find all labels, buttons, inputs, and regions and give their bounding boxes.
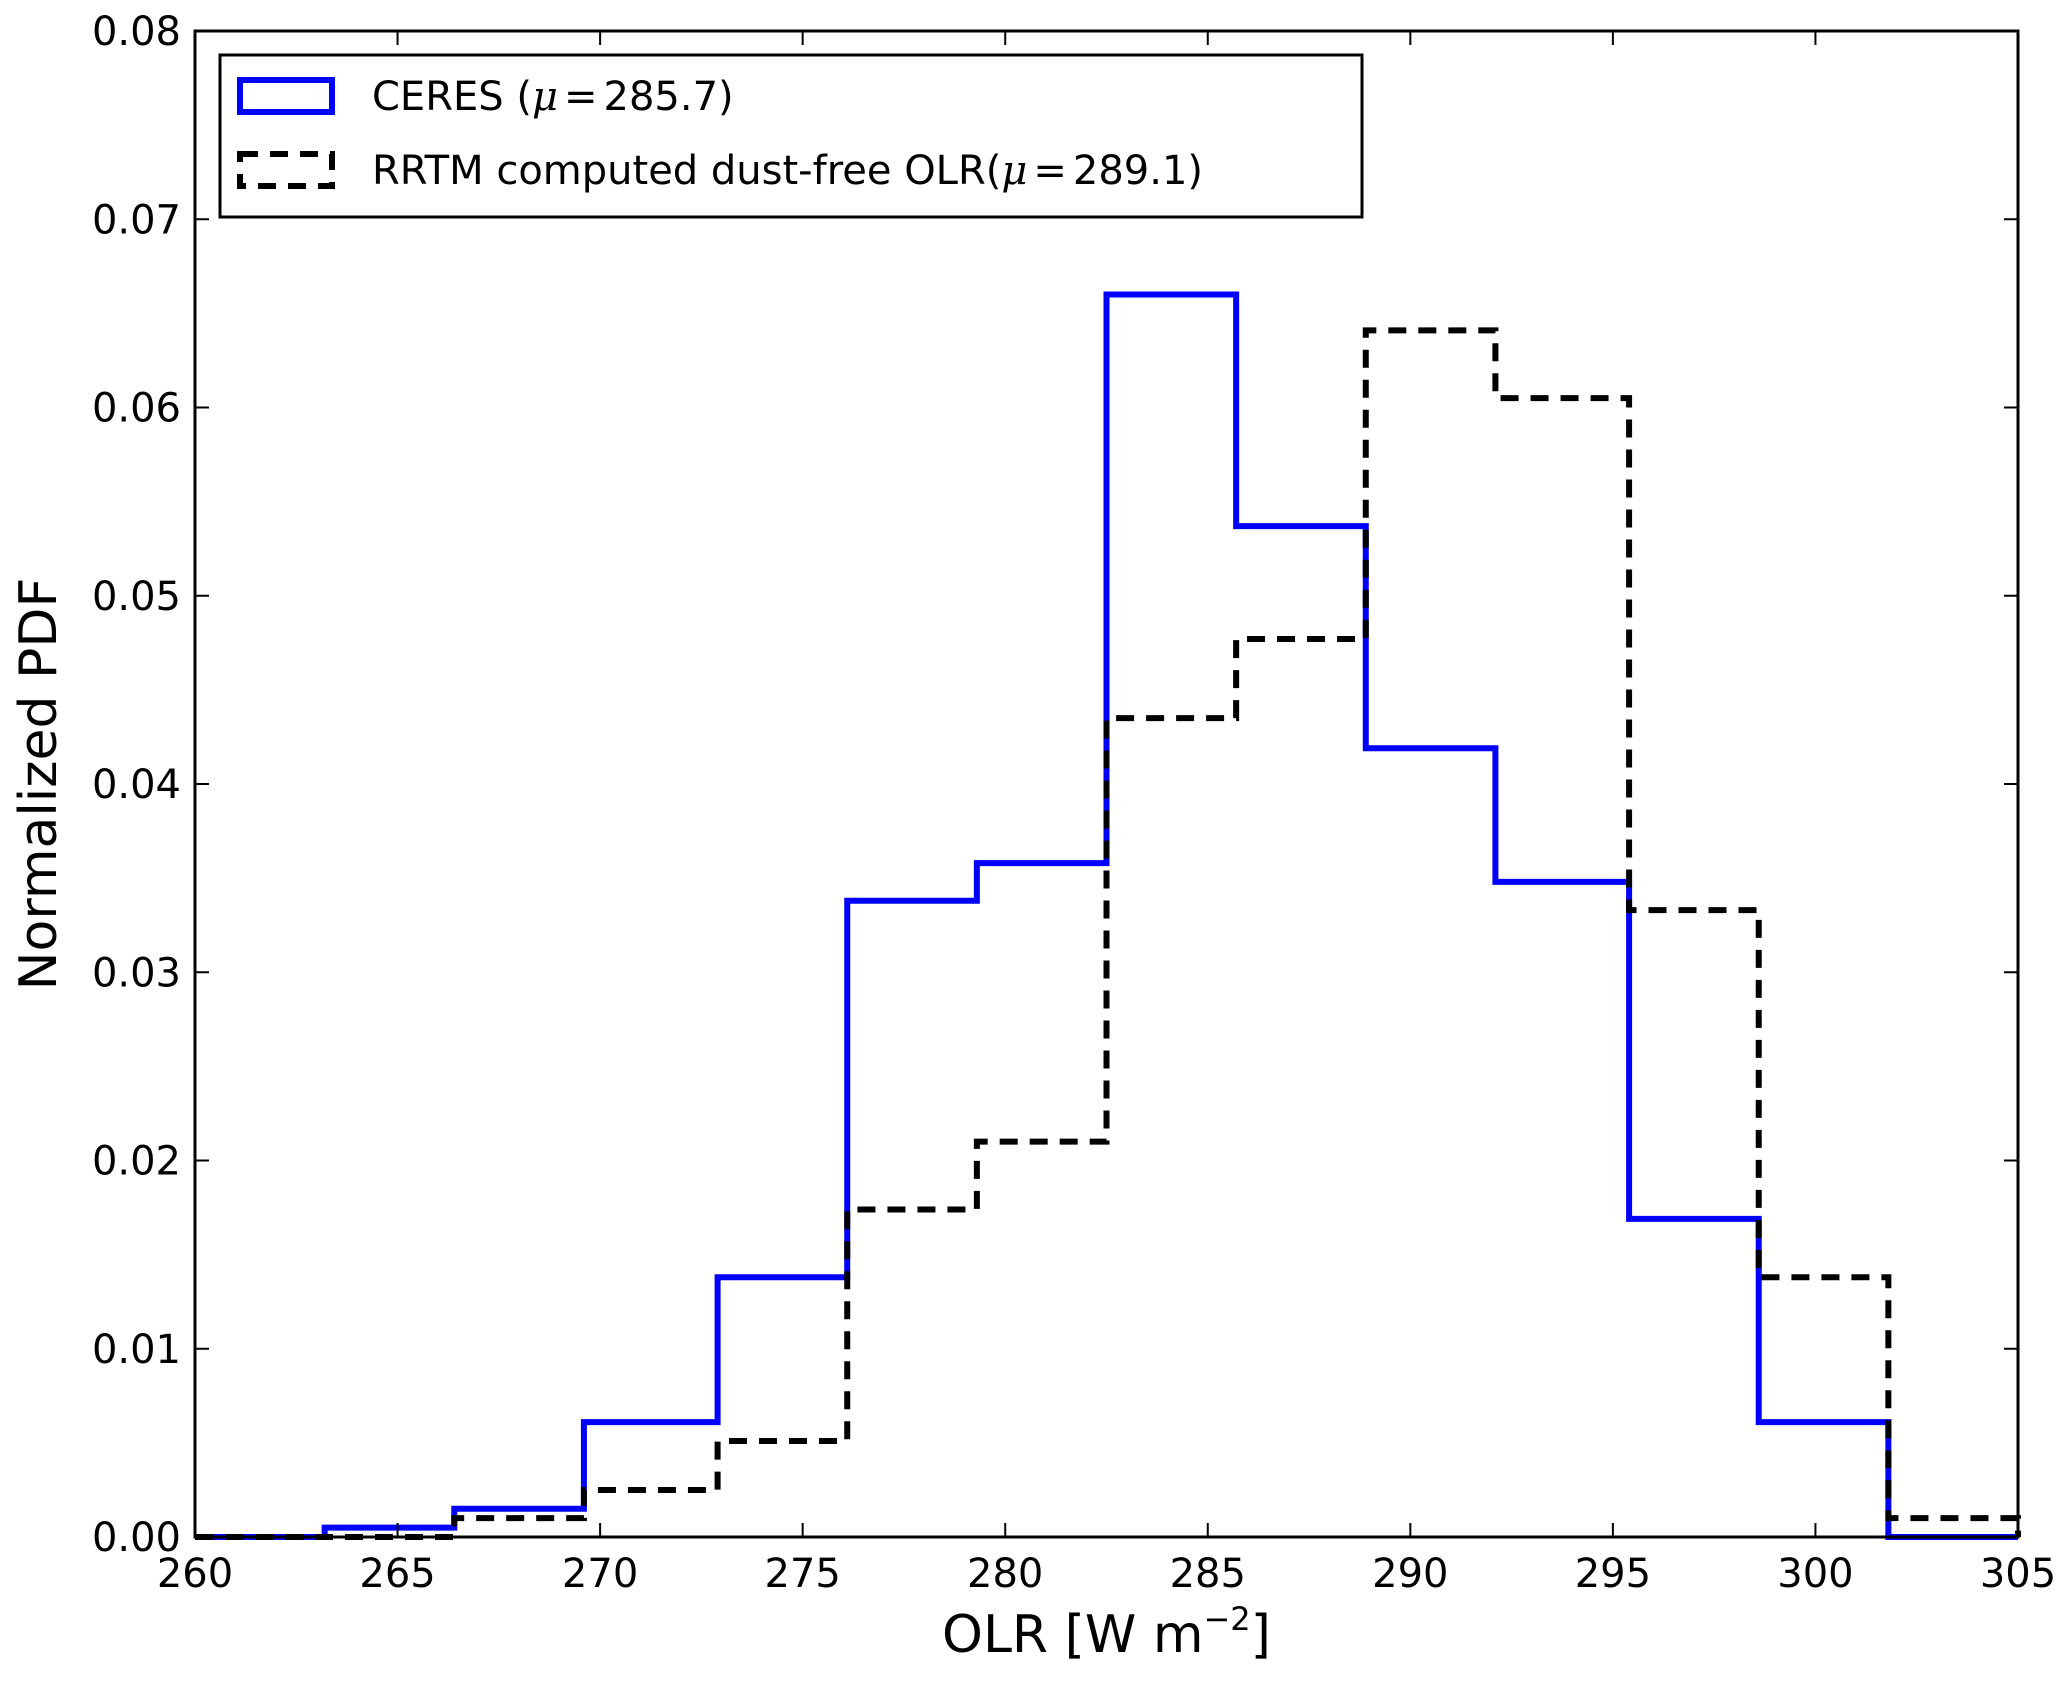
x-axis-label: OLR [W m−2] [942,1600,1271,1665]
x-tick-label: 285 [1170,1551,1246,1597]
x-tick-label: 270 [562,1551,638,1597]
ticks-layer: 260 265 270 275 280 285 290 295 300 305 0.00 0.01 0.… [92,9,2056,1597]
legend-swatch-ceres [237,77,335,115]
x-tick-label: 260 [157,1551,233,1597]
legend-swatch-rrtm [237,151,335,189]
plot-frame [193,29,2020,1539]
y-tick-label: 0.06 [92,386,181,432]
y-tick-label: 0.07 [92,197,181,243]
x-tick-label: 300 [1777,1551,1853,1597]
x-tick-label: 290 [1372,1551,1448,1597]
series-line-0 [195,291,2018,1540]
y-tick-label: 0.00 [92,1515,181,1561]
legend: CERES (μ = 285.7) RRTM computed dust-free … [218,53,1364,219]
y-axis-label: Normalized PDF [9,578,69,991]
y-tick-label: 0.08 [92,9,181,55]
x-tick-label: 280 [967,1551,1043,1597]
x-tick-label: 265 [359,1551,435,1597]
y-tick-label: 0.01 [92,1327,181,1373]
legend-box [218,53,1364,219]
x-tick-label: 305 [1980,1551,2056,1597]
legend-label-rrtm: RRTM computed dust-free OLR(μ = 289.1) [372,148,1203,194]
series-layer [195,291,2021,1540]
y-tick-label: 0.03 [92,950,181,996]
series-line-1 [195,327,2021,1540]
y-tick-label: 0.05 [92,574,181,620]
y-tick-label: 0.04 [92,762,181,808]
legend-label-ceres: CERES (μ = 285.7) [372,74,734,120]
x-tick-label: 295 [1575,1551,1651,1597]
y-tick-label: 0.02 [92,1139,181,1185]
x-tick-label: 275 [764,1551,840,1597]
